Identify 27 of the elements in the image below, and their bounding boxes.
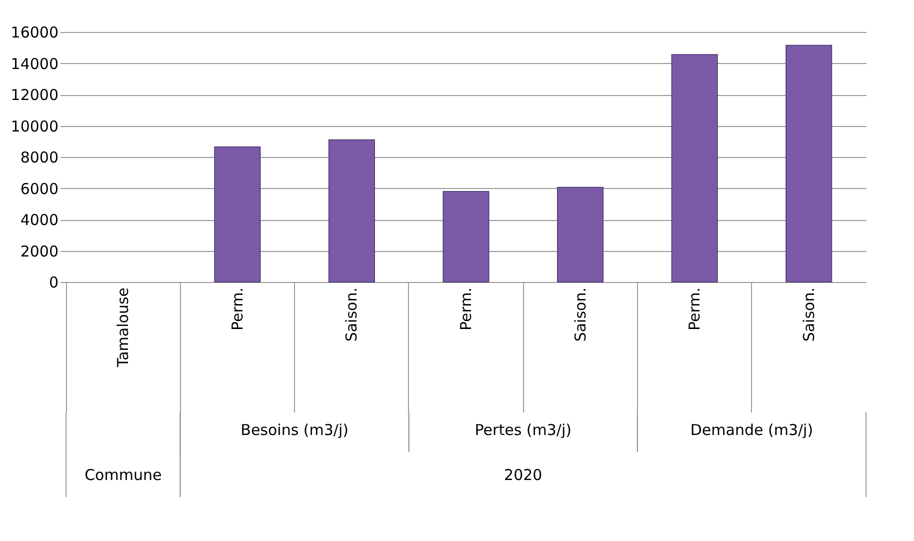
x-tick-label: Saison. <box>571 288 590 342</box>
y-tick-label: 0 <box>48 274 58 292</box>
y-tick-label: 10000 <box>10 117 58 136</box>
y-tick-label: 6000 <box>20 180 58 198</box>
bar <box>557 186 604 282</box>
x-tick-label: Saison. <box>800 288 818 342</box>
y-tick-label: 8000 <box>20 148 58 166</box>
text: Besoins (m3/j) <box>240 421 348 439</box>
y-tick-label: 2000 <box>20 242 58 260</box>
x-tick-label: Perm. <box>228 288 246 331</box>
bar <box>786 44 832 282</box>
bar <box>442 190 490 282</box>
text: 2020 <box>504 466 542 484</box>
y-tick-label: 12000 <box>10 86 58 104</box>
x-tick-label: Perm. <box>686 288 704 331</box>
x-tick-label: Perm. <box>457 288 475 331</box>
bar <box>214 146 261 282</box>
y-tick-label: 14000 <box>10 54 58 73</box>
y-tick-label: 16000 <box>10 24 58 42</box>
text: Pertes (m3/j) <box>474 421 572 439</box>
x-tick-label: Saison. <box>342 288 361 342</box>
text: Commune <box>84 466 162 484</box>
x-tick-label: Tamalouse <box>114 288 132 368</box>
y-tick-label: 4000 <box>20 211 58 229</box>
bar <box>328 139 375 282</box>
bar <box>671 54 718 282</box>
text: Demande (m3/j) <box>690 421 814 439</box>
